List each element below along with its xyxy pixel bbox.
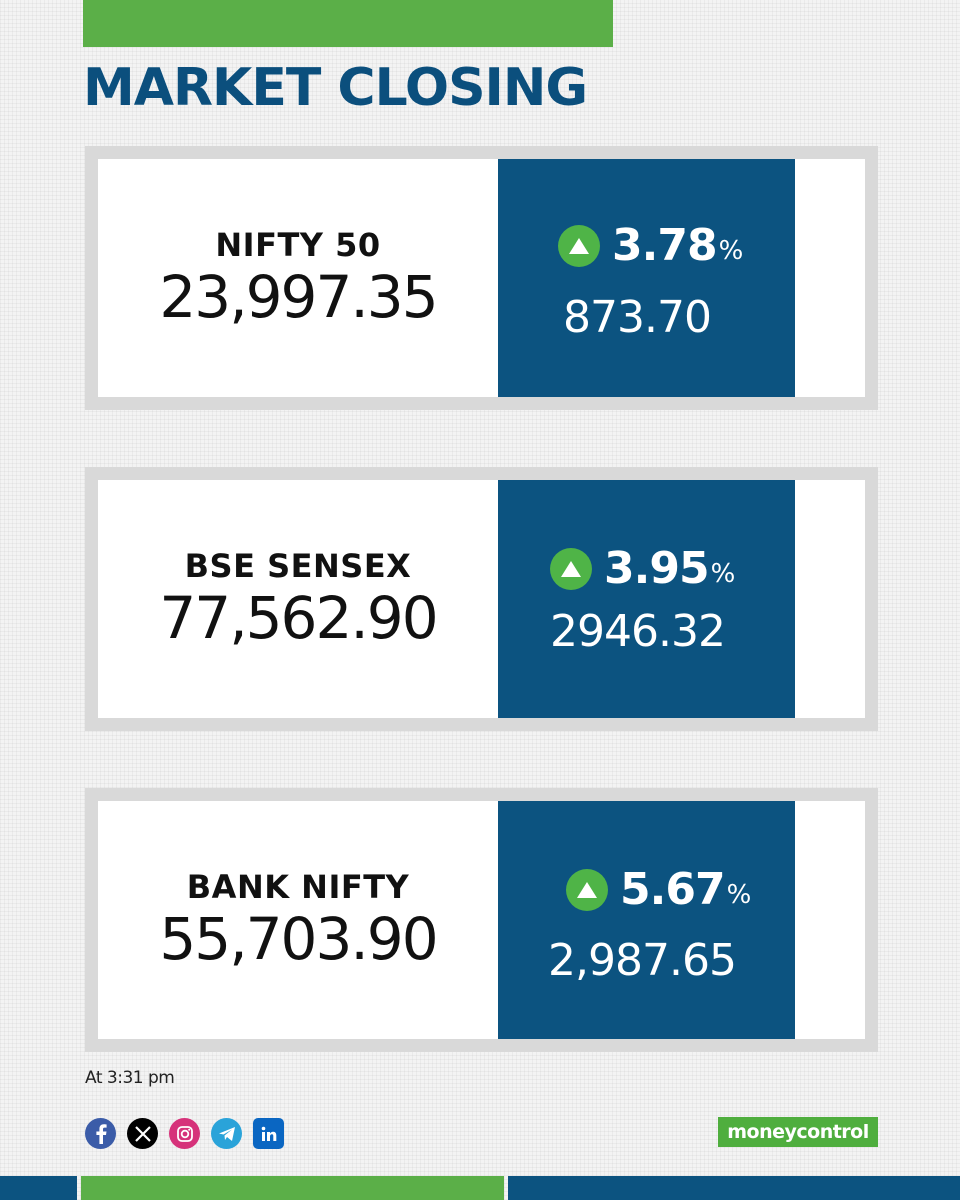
index-value: 23,997.35 <box>159 263 438 331</box>
timestamp: At 3:31 pm <box>85 1068 175 1088</box>
change-points: 2,987.65 <box>548 935 737 986</box>
percent-sign: % <box>726 880 752 910</box>
moneycontrol-logo: moneycontrol <box>718 1117 878 1147</box>
arrow-up-icon <box>566 869 608 911</box>
telegram-icon[interactable] <box>211 1118 242 1149</box>
index-change-panel: 3.95 % 2946.32 <box>498 480 795 718</box>
index-info: NIFTY 50 23,997.35 <box>98 159 498 397</box>
change-percent: 3.95 <box>604 543 710 594</box>
index-info: BANK NIFTY 55,703.90 <box>98 801 498 1039</box>
index-name: BSE SENSEX <box>184 547 412 585</box>
arrow-up-icon <box>558 225 600 267</box>
change-percent: 5.67 <box>620 864 726 915</box>
instagram-icon[interactable] <box>169 1118 200 1149</box>
change-points: 2946.32 <box>550 606 726 657</box>
index-name: NIFTY 50 <box>215 226 381 264</box>
top-accent-bar <box>83 0 613 47</box>
index-info: BSE SENSEX 77,562.90 <box>98 480 498 718</box>
index-card-bse-sensex: BSE SENSEX 77,562.90 3.95 % 2946.32 <box>85 467 878 731</box>
linkedin-icon[interactable] <box>253 1118 284 1149</box>
index-value: 77,562.90 <box>159 584 438 652</box>
x-icon[interactable] <box>127 1118 158 1149</box>
facebook-icon[interactable] <box>85 1118 116 1149</box>
social-links <box>85 1118 284 1149</box>
index-card-bank-nifty: BANK NIFTY 55,703.90 5.67 % 2,987.65 <box>85 788 878 1052</box>
arrow-up-icon <box>550 548 592 590</box>
change-percent: 3.78 <box>612 220 718 271</box>
bottom-bar-left <box>0 1176 77 1200</box>
index-change-panel: 3.78 % 873.70 <box>498 159 795 397</box>
change-points: 873.70 <box>563 292 712 343</box>
percent-sign: % <box>710 559 736 589</box>
page-title: MARKET CLOSING <box>83 58 588 118</box>
index-change-panel: 5.67 % 2,987.65 <box>498 801 795 1039</box>
bottom-bar-right <box>508 1176 960 1200</box>
bottom-bar-middle <box>81 1176 504 1200</box>
index-value: 55,703.90 <box>159 905 438 973</box>
index-name: BANK NIFTY <box>186 868 410 906</box>
index-card-nifty-50: NIFTY 50 23,997.35 3.78 % 873.70 <box>85 146 878 410</box>
percent-sign: % <box>718 236 744 266</box>
